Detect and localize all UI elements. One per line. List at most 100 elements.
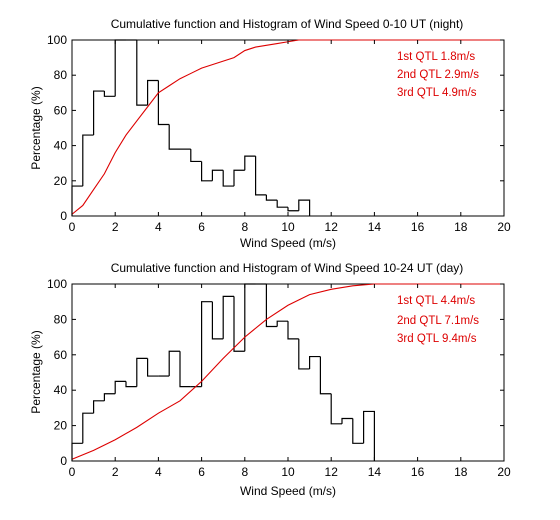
histogram-bin bbox=[330, 393, 342, 425]
histogram-bin bbox=[201, 161, 213, 182]
annotation-q2: 2nd QTL 2.9m/s bbox=[397, 69, 479, 81]
x-tick-label: 2 bbox=[112, 220, 119, 234]
histogram-bin bbox=[71, 185, 83, 216]
histogram-bin bbox=[136, 357, 148, 387]
histogram-bin bbox=[168, 350, 180, 377]
histogram-bin bbox=[363, 410, 375, 461]
y-tick-label: 60 bbox=[54, 348, 68, 362]
histogram-bin bbox=[298, 199, 311, 216]
x-tick-label: 10 bbox=[281, 465, 295, 479]
chart-title: Cumulative function and Histogram of Win… bbox=[111, 17, 464, 31]
histogram-bin bbox=[211, 169, 224, 181]
annotation-q2: 2nd QTL 7.1m/s bbox=[397, 315, 479, 327]
x-tick-label: 16 bbox=[411, 465, 425, 479]
histogram-bin bbox=[265, 284, 278, 328]
x-tick-label: 0 bbox=[69, 220, 76, 234]
x-tick-label: 16 bbox=[411, 220, 425, 234]
histogram-bin bbox=[276, 200, 288, 208]
histogram-bin bbox=[233, 296, 245, 352]
histogram-bin bbox=[103, 91, 116, 97]
x-tick-label: 0 bbox=[69, 465, 76, 479]
cumulative-line bbox=[71, 39, 504, 215]
x-tick-label: 6 bbox=[198, 220, 205, 234]
cumulative-curve bbox=[71, 39, 504, 215]
x-tick-label: 6 bbox=[198, 465, 205, 479]
x-tick-label: 14 bbox=[368, 465, 382, 479]
histogram-bin bbox=[157, 80, 170, 126]
x-axis-label: Wind Speed (m/s) bbox=[240, 484, 336, 498]
annotation-q1: 1st QTL 4.4m/s bbox=[397, 295, 475, 307]
histogram-bin bbox=[211, 301, 224, 340]
quartile-annotations: 1st QTL 1.8m/s 2nd QTL 2.9m/s 3rd QTL 4.… bbox=[397, 51, 479, 99]
histogram-bin bbox=[265, 194, 278, 201]
histogram-bin bbox=[222, 295, 234, 339]
chart-panel-day: Cumulative function and Histogram of Win… bbox=[29, 261, 511, 498]
y-tick-label: 60 bbox=[54, 103, 68, 117]
chart-panel-night: Cumulative function and Histogram of Win… bbox=[29, 17, 511, 250]
x-axis-label: Wind Speed (m/s) bbox=[240, 236, 336, 250]
histogram-bin bbox=[168, 124, 180, 150]
x-tick-label: 20 bbox=[497, 220, 511, 234]
annotation-q1: 1st QTL 1.8m/s bbox=[397, 51, 475, 63]
y-tick-label: 20 bbox=[54, 419, 68, 433]
histogram-bin bbox=[201, 301, 213, 387]
histogram-bin bbox=[147, 79, 159, 106]
annotation-q3: 3rd QTL 9.4m/s bbox=[397, 333, 477, 345]
histogram-bin bbox=[287, 207, 299, 212]
y-tick-label: 40 bbox=[54, 383, 68, 397]
y-axis-ticks: 0 20 40 60 80 100 bbox=[47, 277, 504, 468]
histogram-bin bbox=[103, 393, 116, 401]
y-tick-label: 0 bbox=[60, 454, 67, 468]
histogram-bin bbox=[147, 358, 159, 377]
y-tick-label: 20 bbox=[54, 174, 68, 188]
histogram-bin bbox=[287, 321, 299, 340]
x-tick-label: 14 bbox=[368, 220, 382, 234]
histogram-bin bbox=[136, 40, 148, 106]
y-tick-label: 80 bbox=[54, 68, 68, 82]
cumulative-curve bbox=[71, 283, 504, 460]
histogram-bin bbox=[244, 155, 256, 171]
x-tick-label: 18 bbox=[454, 465, 468, 479]
histogram-bin bbox=[179, 351, 191, 388]
histogram-bin bbox=[125, 381, 137, 388]
histogram-bin bbox=[93, 400, 105, 414]
histogram-bin bbox=[298, 338, 310, 370]
y-tick-label: 40 bbox=[54, 139, 68, 153]
annotation-q3: 3rd QTL 4.9m/s bbox=[397, 87, 477, 99]
x-tick-label: 18 bbox=[454, 220, 468, 234]
histogram-bin bbox=[352, 418, 364, 444]
histogram-bars bbox=[71, 283, 375, 461]
histogram-bin bbox=[222, 170, 234, 187]
y-tick-label: 0 bbox=[60, 209, 67, 223]
y-tick-label: 100 bbox=[47, 277, 67, 291]
histogram-bin bbox=[82, 412, 94, 444]
histogram-bin bbox=[276, 320, 288, 327]
x-tick-label: 10 bbox=[281, 220, 295, 234]
histogram-bin bbox=[319, 356, 332, 395]
histogram-bin bbox=[82, 134, 94, 187]
histogram-bin bbox=[93, 90, 105, 136]
histogram-bin bbox=[233, 169, 245, 187]
chart-title: Cumulative function and Histogram of Win… bbox=[111, 261, 464, 275]
x-tick-label: 12 bbox=[325, 220, 339, 234]
plot-area bbox=[71, 283, 505, 462]
x-tick-label: 12 bbox=[325, 465, 339, 479]
x-axis-ticks: 0 2 4 6 8 10 12 14 16 18 20 bbox=[69, 284, 511, 479]
y-axis-label: Percentage (%) bbox=[29, 330, 43, 413]
x-tick-label: 8 bbox=[241, 465, 248, 479]
y-tick-label: 100 bbox=[47, 33, 67, 47]
histogram-bin bbox=[341, 417, 353, 424]
y-axis-ticks: 0 20 40 60 80 100 bbox=[47, 33, 504, 223]
histogram-bin bbox=[309, 355, 321, 369]
histogram-bin bbox=[190, 149, 202, 163]
x-tick-label: 20 bbox=[497, 465, 511, 479]
x-tick-label: 4 bbox=[155, 220, 162, 234]
x-tick-label: 4 bbox=[155, 465, 162, 479]
histogram-bars bbox=[71, 39, 311, 216]
y-tick-label: 80 bbox=[54, 312, 68, 326]
cumulative-line bbox=[71, 283, 504, 460]
quartile-annotations: 1st QTL 4.4m/s 2nd QTL 7.1m/s 3rd QTL 9.… bbox=[397, 295, 479, 345]
x-axis-ticks: 0 2 4 6 8 10 12 14 16 18 20 bbox=[69, 40, 511, 234]
histogram-bin bbox=[114, 380, 126, 394]
histogram-bin bbox=[255, 156, 267, 196]
